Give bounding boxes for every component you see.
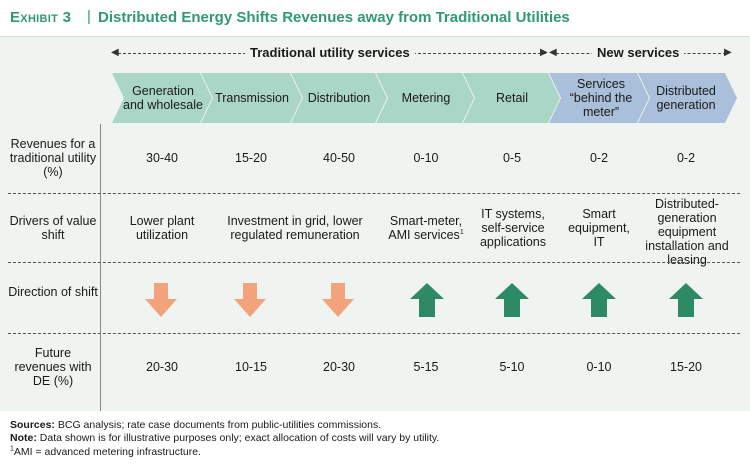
- driver-metering-text: Smart-meter, AMI services: [388, 214, 463, 242]
- chevron-transmission: [201, 73, 302, 123]
- direction-arrows: [145, 283, 703, 317]
- chevron-behind-meter: [549, 73, 649, 123]
- up-arrow-icon: [495, 283, 529, 317]
- future-behind-meter: 0-10: [586, 360, 612, 374]
- driver-distributed-generation: Distributed-generation equipment install…: [645, 197, 729, 267]
- drivers-row-label: Drivers of value shift: [9, 214, 97, 242]
- segment-behind-meter: Services “behind the meter”: [569, 77, 633, 119]
- direction-row-label: Direction of shift: [8, 285, 98, 299]
- driver-behind-meter: Smart equipment, IT: [568, 207, 630, 249]
- segment-generation: Generation and wholesale: [123, 84, 203, 112]
- future-distributed-generation: 15-20: [670, 360, 702, 374]
- future-row-label: Future revenues with DE (%): [14, 346, 92, 388]
- row-separator: [8, 193, 740, 194]
- up-arrow-icon: [410, 283, 444, 317]
- revenue-generation: 30-40: [146, 151, 178, 165]
- new-right-arrowhead-icon: ▶: [724, 47, 732, 58]
- chevron-distribution: [291, 73, 387, 123]
- revenue-metering: 0-10: [413, 151, 439, 165]
- sources-label: Sources:: [10, 419, 55, 431]
- title-separator: |: [87, 8, 91, 25]
- chevron-metering: [376, 73, 474, 123]
- ami-text: AMI = advanced metering infrastructure.: [13, 446, 201, 458]
- exhibit-number: Exhibit 3: [10, 9, 72, 26]
- down-arrow-icon: [234, 283, 266, 317]
- note-footnote: Note: Data shown is for illustrative pur…: [10, 432, 439, 444]
- exhibit-title: Distributed Energy Shifts Revenues away …: [98, 9, 570, 26]
- traditional-services-label: Traditional utility services: [245, 45, 415, 60]
- driver-retail: IT systems, self-service applications: [479, 207, 546, 249]
- exhibit-title-bar: Exhibit 3 | Distributed Energy Shifts Re…: [0, 0, 750, 37]
- down-arrow-icon: [145, 283, 177, 317]
- new-services-label: New services: [592, 45, 685, 60]
- ami-footnote: 1AMI = advanced metering infrastructure.: [10, 445, 201, 459]
- segment-metering: Metering: [401, 91, 451, 105]
- revenue-distributed-generation: 0-2: [676, 151, 696, 165]
- revenue-transmission: 15-20: [235, 151, 267, 165]
- chevron-retail: [463, 73, 560, 123]
- segment-transmission: Transmission: [215, 91, 289, 105]
- revenue-behind-meter: 0-2: [589, 151, 609, 165]
- driver-footnote-mark: 1: [459, 228, 464, 236]
- driver-metering: Smart-meter, AMI services1: [384, 214, 468, 242]
- chevron-generation: [112, 73, 212, 123]
- chevron-distributed-generation: [638, 73, 737, 123]
- future-distribution: 20-30: [323, 360, 355, 374]
- sources-footnote: Sources: BCG analysis; rate case documen…: [10, 419, 381, 431]
- future-generation: 20-30: [146, 360, 178, 374]
- segment-distributed-generation: Distributed generation: [656, 84, 716, 112]
- sources-text: BCG analysis; rate case documents from p…: [57, 419, 382, 431]
- note-text: Data shown is for illustrative purposes …: [39, 432, 440, 444]
- revenue-distribution: 40-50: [323, 151, 355, 165]
- label-column-divider: [100, 124, 101, 411]
- down-arrow-icon: [322, 283, 354, 317]
- row-separator: [8, 333, 740, 334]
- revenues-row-label: Revenues for a traditional utility (%): [9, 137, 97, 179]
- value-chain-chevrons: [112, 73, 737, 123]
- up-arrow-icon: [582, 283, 616, 317]
- new-left-arrowhead-icon: ◀: [549, 47, 557, 58]
- future-transmission: 10-15: [235, 360, 267, 374]
- segment-retail: Retail: [496, 91, 528, 105]
- future-retail: 5-10: [499, 360, 525, 374]
- driver-generation: Lower plant utilization: [129, 214, 195, 242]
- note-label: Note:: [10, 432, 37, 444]
- ami-footnote-mark: 1: [10, 445, 14, 453]
- left-arrowhead-icon: ◀: [111, 47, 119, 58]
- driver-transmission-distribution: Investment in grid, lower regulated remu…: [227, 214, 363, 242]
- revenue-retail: 0-5: [502, 151, 522, 165]
- up-arrow-icon: [669, 283, 703, 317]
- row-separator: [8, 262, 740, 263]
- future-metering: 5-15: [413, 360, 439, 374]
- right-arrowhead-icon: ▶: [540, 47, 548, 58]
- segment-distribution: Distribution: [307, 91, 371, 105]
